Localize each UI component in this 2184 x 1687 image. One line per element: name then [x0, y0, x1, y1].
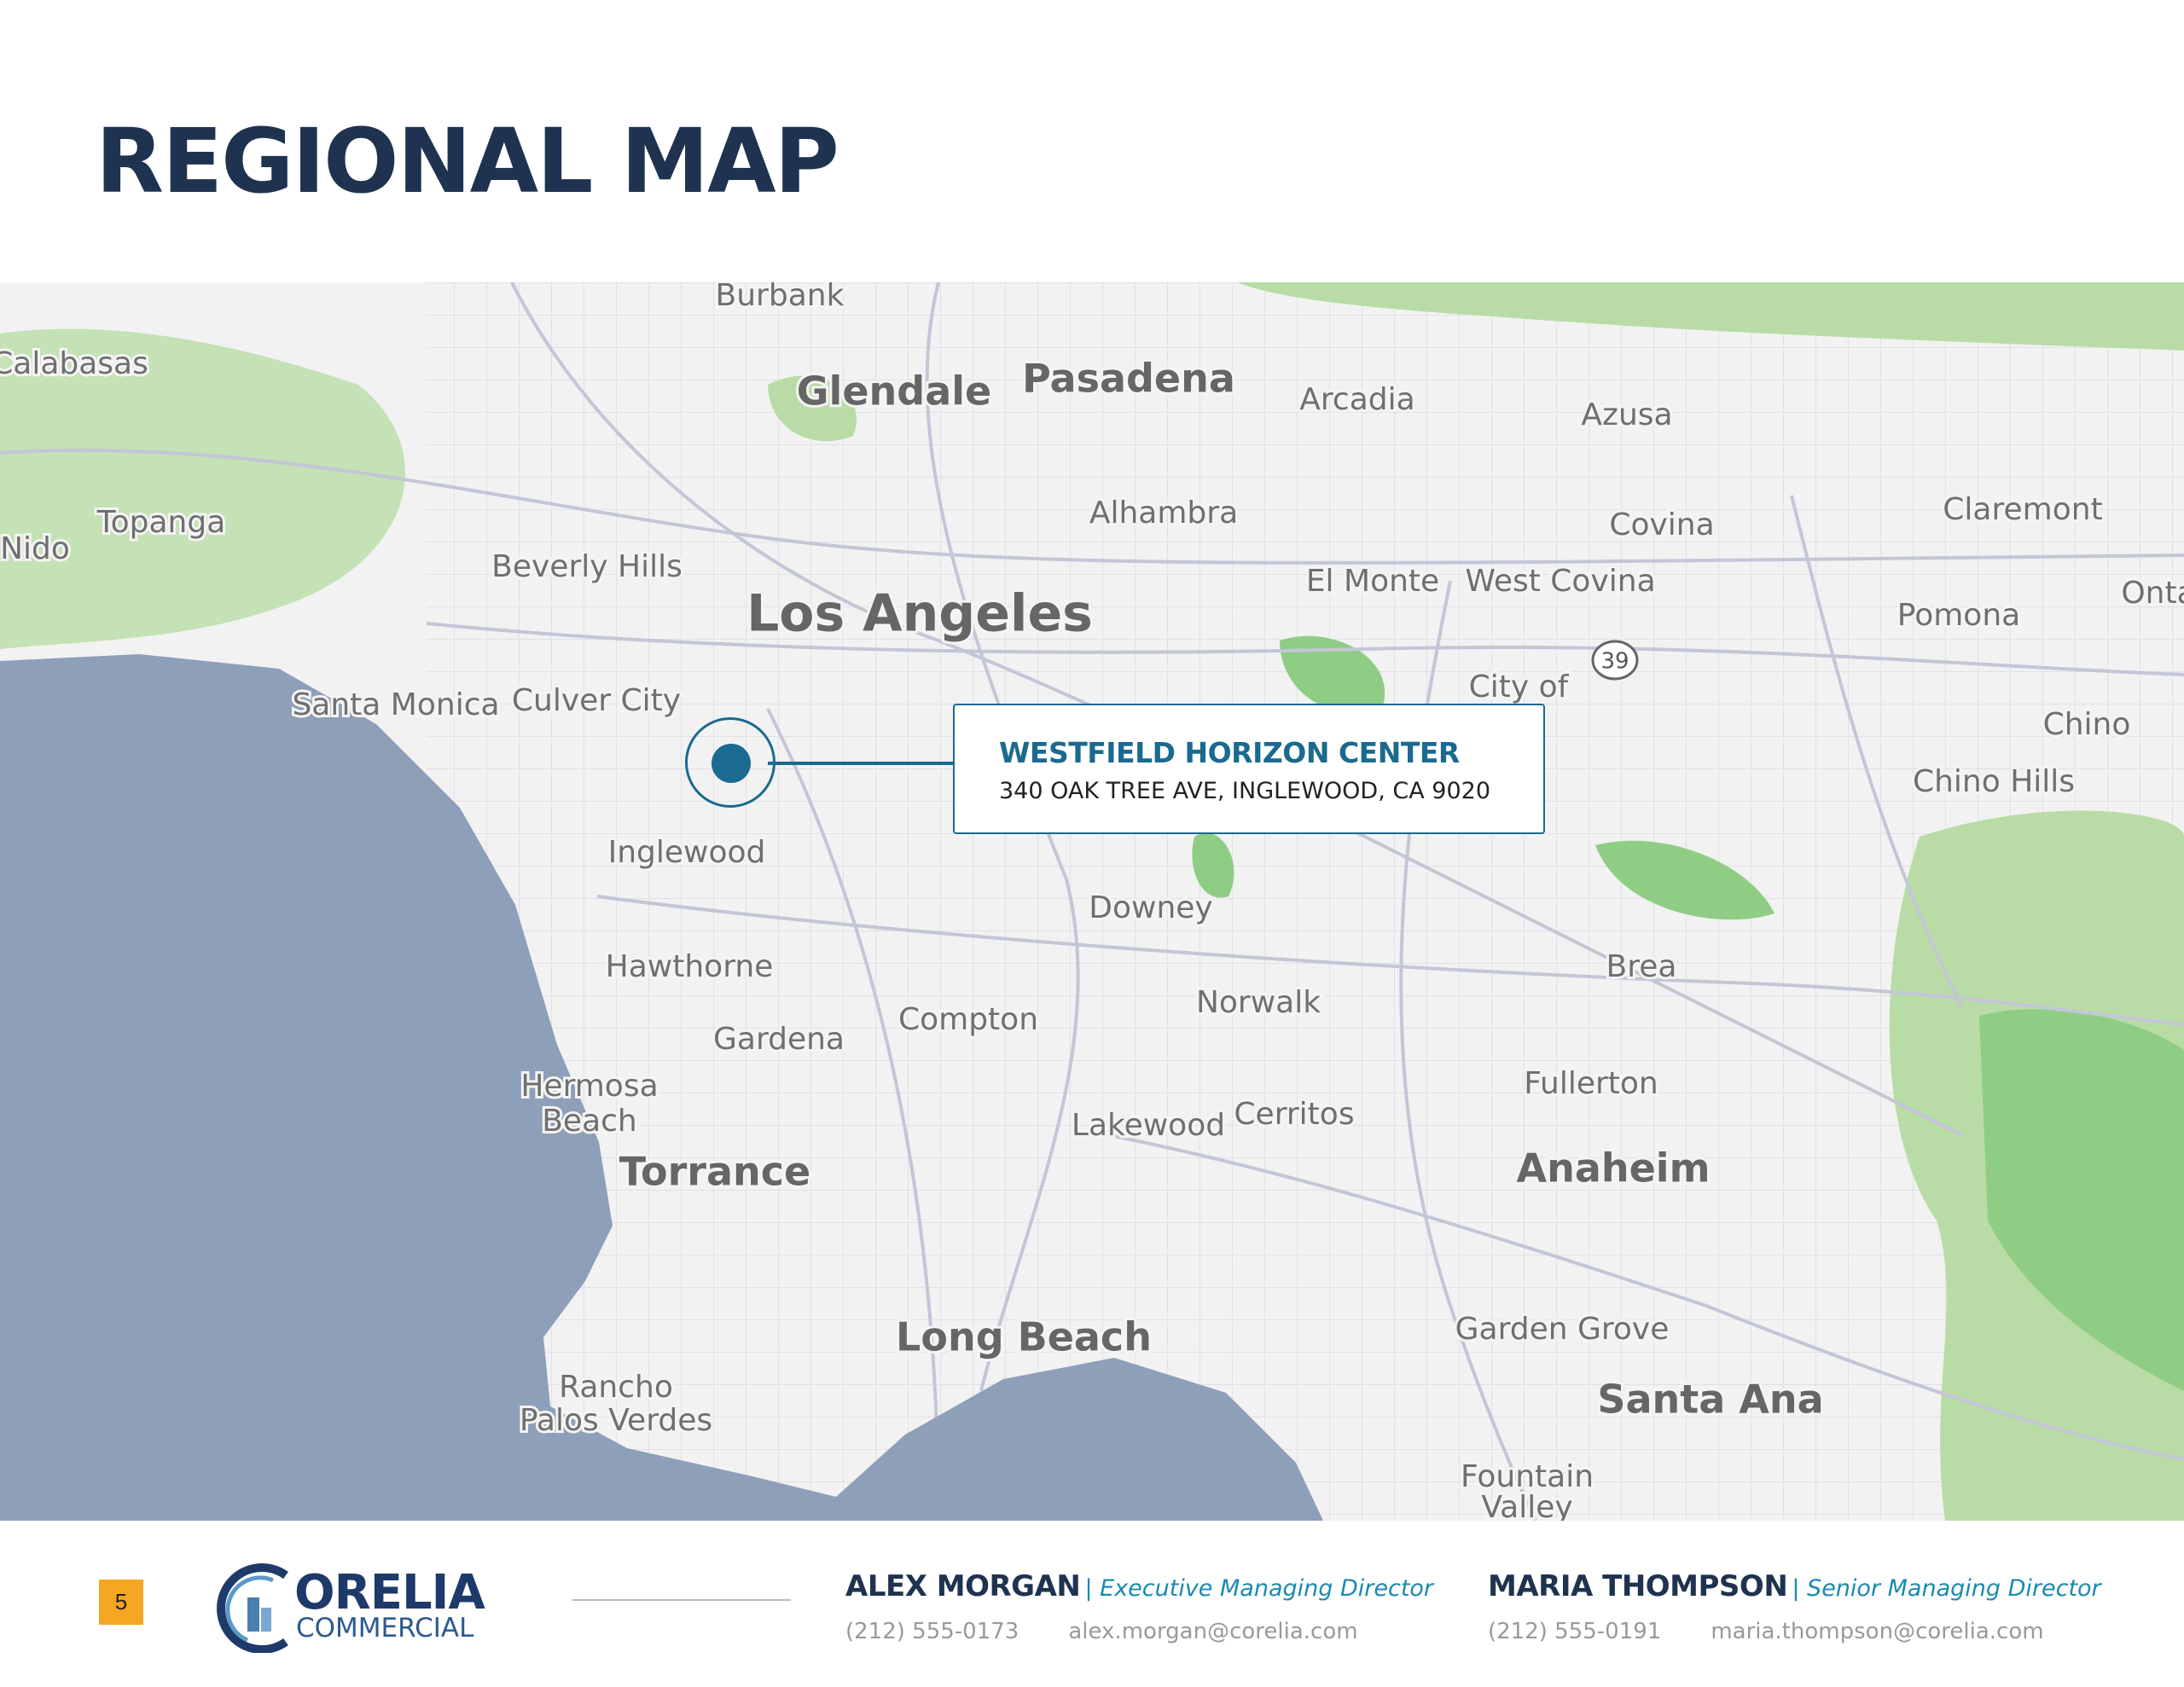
page-title: REGIONAL MAP — [96, 109, 839, 213]
logo-c-icon — [217, 1563, 288, 1653]
property-address: 340 OAK TREE AVE, INGLEWOOD, CA 9020 — [999, 778, 1491, 804]
location-dot-icon[interactable] — [712, 744, 751, 783]
logo-subtitle: COMMERCIAL — [296, 1613, 474, 1644]
city-label: Hawthorne — [606, 949, 774, 984]
contact-phone[interactable]: (212) 555-0191 — [1488, 1619, 1662, 1644]
city-label: Claremont — [1943, 492, 2102, 527]
city-label: Culver City — [512, 683, 681, 718]
city-label: Fullerton — [1524, 1066, 1658, 1101]
logo-wordmark: ORELIA — [294, 1565, 485, 1620]
page-number-badge: 5 — [99, 1580, 143, 1625]
property-name: WESTFIELD HORIZON CENTER — [999, 736, 1460, 769]
contact-email[interactable]: maria.thompson@corelia.com — [1711, 1619, 2044, 1644]
city-label: Calabasas — [0, 346, 148, 381]
city-label: Hermosa — [520, 1069, 658, 1104]
highway-shield: 39 — [1591, 640, 1639, 681]
roads — [0, 282, 2184, 1521]
city-label: Chino — [2043, 707, 2131, 742]
contact-role: | Senior Managing Director — [1792, 1575, 2101, 1602]
city-label: Topanga — [96, 505, 226, 540]
ocean — [0, 654, 1323, 1521]
city-labels: Burbank Calabasas Glendale Pasadena Arca… — [0, 282, 2184, 1521]
city-label: Onta — [2121, 576, 2184, 611]
city-label: Burbank — [716, 282, 845, 313]
city-label: Santa Monica — [292, 687, 499, 722]
city-label: Compton — [898, 1002, 1038, 1037]
city-label: Palos Verdes — [520, 1403, 712, 1438]
city-label: Glendale — [797, 368, 991, 415]
city-label: Valley — [1481, 1490, 1572, 1521]
city-label: Nido — [0, 531, 70, 566]
city-label: Lakewood — [1072, 1108, 1225, 1143]
city-label: Inglewood — [608, 835, 766, 870]
contact-card: ALEX MORGAN | Executive Managing Directo… — [845, 1569, 1433, 1644]
city-label: City of — [1469, 670, 1570, 704]
contact-name: MARIA THOMPSON — [1488, 1569, 1788, 1603]
city-label: Arcadia — [1299, 382, 1414, 417]
contact-name: ALEX MORGAN — [845, 1569, 1081, 1603]
street-grid — [427, 282, 2184, 1521]
contact-role: | Executive Managing Director — [1084, 1575, 1434, 1602]
regional-map[interactable]: 39 Burbank Calabasas Glendale Pasadena A… — [0, 282, 2184, 1521]
map-canvas: 39 Burbank Calabasas Glendale Pasadena A… — [0, 282, 2184, 1521]
footer-divider — [572, 1599, 791, 1601]
city-label: Cerritos — [1234, 1097, 1354, 1132]
city-label: Santa Ana — [1597, 1377, 1823, 1423]
contact-card: MARIA THOMPSON | Senior Managing Directo… — [1488, 1569, 2101, 1644]
city-label: Pasadena — [1022, 356, 1235, 402]
parks — [0, 282, 2184, 1521]
city-label: El Monte — [1306, 564, 1439, 599]
property-callout: WESTFIELD HORIZON CENTER 340 OAK TREE AV… — [953, 704, 1545, 834]
city-label: Brea — [1606, 949, 1677, 984]
city-label: Rancho — [559, 1370, 673, 1405]
callout-connector-line — [768, 762, 953, 765]
city-label: Torrance — [619, 1149, 811, 1195]
location-pin-icon[interactable] — [685, 717, 775, 808]
city-label: Fountain — [1461, 1459, 1594, 1494]
city-label: West Covina — [1465, 564, 1655, 599]
city-label: Azusa — [1581, 397, 1672, 432]
city-label: Norwalk — [1196, 985, 1321, 1020]
city-label: Chino Hills — [1913, 764, 2075, 799]
city-label: Pomona — [1897, 598, 2020, 633]
city-label: Beach — [542, 1104, 637, 1139]
contact-email[interactable]: alex.morgan@corelia.com — [1068, 1619, 1358, 1644]
city-label: Garden Grove — [1455, 1312, 1670, 1347]
company-logo: ORELIA COMMERCIAL — [213, 1563, 486, 1653]
city-label: Los Angeles — [746, 584, 1093, 644]
city-label: Covina — [1609, 507, 1714, 542]
city-label: Downey — [1089, 890, 1212, 925]
svg-text:39: 39 — [1600, 649, 1629, 675]
city-label: Alhambra — [1089, 496, 1238, 530]
city-label: Beverly Hills — [491, 549, 682, 584]
city-label: Anaheim — [1516, 1145, 1710, 1191]
city-label: Gardena — [713, 1022, 845, 1057]
contact-phone[interactable]: (212) 555-0173 — [845, 1619, 1019, 1644]
city-label: Long Beach — [896, 1314, 1152, 1360]
